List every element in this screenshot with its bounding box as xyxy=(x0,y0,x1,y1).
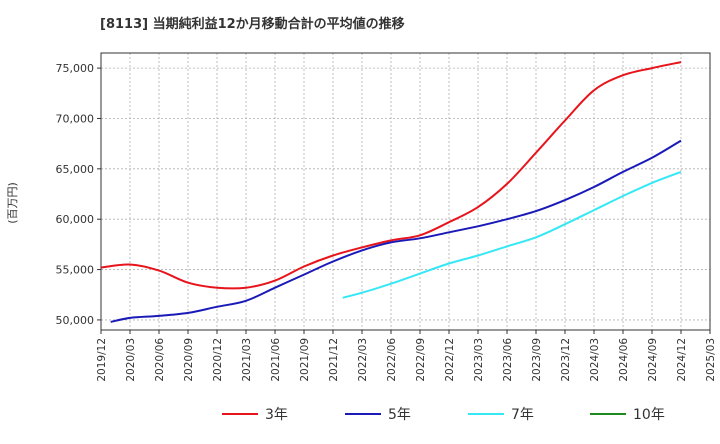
series-line xyxy=(342,170,682,299)
x-tick-label: 2024/03 xyxy=(589,338,601,382)
y-tick-label: 55,000 xyxy=(56,264,95,277)
x-axis: 2019/12 2020/03 2020/06 2020/09 2020/12 2021/… xyxy=(96,330,717,382)
x-tick-label: 2020/09 xyxy=(183,338,195,382)
y-tick-label: 65,000 xyxy=(56,163,95,176)
x-tick-label: 2022/09 xyxy=(415,338,427,382)
legend: 3年 5年 7年 10年 xyxy=(222,407,665,423)
x-tick-label: 2024/09 xyxy=(647,338,659,382)
x-tick-label: 2021/09 xyxy=(299,338,311,382)
x-tick-label: 2021/03 xyxy=(241,338,253,382)
legend-label: 7年 xyxy=(511,407,534,423)
x-tick-label: 2021/06 xyxy=(270,338,282,382)
x-tick-label: 2022/03 xyxy=(357,338,369,382)
x-tick-label: 2022/12 xyxy=(444,338,456,382)
series-lines xyxy=(100,61,682,323)
x-tick-label: 2024/06 xyxy=(618,338,630,382)
y-tick-label: 70,000 xyxy=(56,112,95,125)
x-tick-label: 2021/12 xyxy=(328,338,340,382)
x-tick-label: 2019/12 xyxy=(96,338,108,382)
y-axis: 50,000 55,000 60,000 65,000 70,000 75,000 xyxy=(56,62,101,327)
legend-label: 3年 xyxy=(265,407,288,423)
plot-area xyxy=(100,52,711,331)
y-tick-label: 75,000 xyxy=(56,62,95,75)
x-tick-label: 2020/12 xyxy=(212,338,224,382)
x-tick-label: 2024/12 xyxy=(676,338,688,382)
x-tick-label: 2025/03 xyxy=(705,338,717,382)
x-tick-label: 2023/09 xyxy=(531,338,543,382)
series-line xyxy=(100,61,682,290)
x-tick-label: 2023/06 xyxy=(502,338,514,382)
legend-label: 5年 xyxy=(388,407,411,423)
chart-title: [8113] 当期純利益12か月移動合計の平均値の推移 xyxy=(100,16,405,32)
x-tick-label: 2023/03 xyxy=(473,338,485,382)
x-tick-label: 2020/06 xyxy=(154,338,166,382)
y-tick-label: 60,000 xyxy=(56,213,95,226)
x-tick-label: 2022/06 xyxy=(386,338,398,382)
y-axis-label: (百万円) xyxy=(6,182,19,224)
y-tick-label: 50,000 xyxy=(56,314,95,327)
series-line xyxy=(110,139,682,323)
x-tick-label: 2020/03 xyxy=(125,338,137,382)
grid xyxy=(100,53,711,330)
legend-label: 10年 xyxy=(633,407,665,423)
x-tick-label: 2023/12 xyxy=(560,338,572,382)
